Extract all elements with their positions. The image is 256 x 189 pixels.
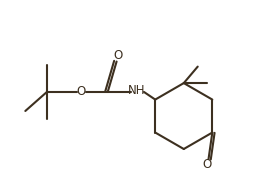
Text: NH: NH: [128, 84, 146, 97]
Text: O: O: [77, 85, 86, 98]
Text: O: O: [202, 158, 212, 171]
Text: O: O: [113, 50, 122, 62]
